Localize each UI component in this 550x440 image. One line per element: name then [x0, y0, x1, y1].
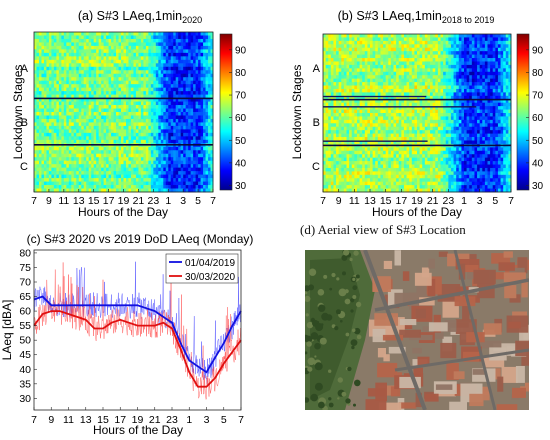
- svg-text:15: 15: [88, 195, 100, 207]
- heatmap-a-cells: [34, 32, 214, 193]
- stage-label-b-a: A: [313, 63, 321, 75]
- colorbar-a: [219, 33, 233, 191]
- svg-text:9: 9: [46, 195, 52, 207]
- legend-label-2019: 01/04/2019: [185, 258, 235, 269]
- svg-text:21: 21: [133, 195, 145, 207]
- svg-text:90: 90: [235, 45, 247, 56]
- svg-text:1: 1: [165, 195, 171, 207]
- svg-text:23: 23: [147, 195, 159, 207]
- heatmap-b-cells: [323, 34, 512, 193]
- line-chart-legend: 01/04/2019 30/03/2020: [165, 253, 239, 284]
- line-chart-xlabel: Hours of the Day: [93, 423, 183, 437]
- svg-text:19: 19: [118, 195, 130, 207]
- colorbar-a-ticks: 30 40 50 60 70 80 90: [229, 45, 247, 192]
- heatmap-a-ylabel: Lockdown Stages: [11, 65, 25, 160]
- svg-text:7: 7: [210, 195, 216, 207]
- heatmap-panel-a: (a) S#3 LAeq,1min2020 7 9 11 13 15 17 19 21 23 1 3…: [11, 9, 247, 219]
- legend-box: [165, 253, 239, 284]
- line-chart-ylabel: LAeq [dBA]: [0, 300, 14, 361]
- colorbar-b: [516, 33, 530, 191]
- stage-label-b-c: C: [312, 161, 320, 173]
- heatmap-b-x-ticks: 7 9 11 13 15 17 19 21 23 1 3 5 7: [320, 189, 514, 207]
- heatmap-b-ylabel: Lockdown Stages: [290, 65, 304, 160]
- panel-c-title: (c) S#3 2020 vs 2019 DoD LAeq (Monday): [27, 232, 254, 246]
- line-chart-panel-c: (c) S#3 2020 vs 2019 DoD LAeq (Monday) 3…: [0, 232, 253, 437]
- legend-label-2020: 30/03/2020: [185, 272, 235, 283]
- svg-text:30: 30: [235, 181, 247, 192]
- line-chart-minute-traces: [33, 261, 242, 401]
- heatmap-b-xlabel: Hours of the Day: [372, 205, 462, 219]
- svg-text:13: 13: [73, 195, 85, 207]
- stage-label-b: B: [21, 117, 28, 129]
- series-line-1: [33, 310, 242, 388]
- heatmap-a-x-ticks: 7 9 11 13 15 17 19 21 23 1 3 5 7: [31, 189, 216, 207]
- svg-text:50: 50: [235, 136, 247, 147]
- panel-b-title: (b) S#3 LAeq,1min2018 to 2019: [338, 9, 495, 25]
- heatmap-a-xlabel: Hours of the Day: [78, 205, 168, 219]
- panel-a-title: (a) S#3 LAeq,1min2020: [78, 9, 202, 25]
- stage-label-b-b: B: [313, 117, 320, 129]
- stage-label-c: C: [20, 161, 28, 173]
- stage-label-a: A: [21, 63, 29, 75]
- svg-text:17: 17: [103, 195, 115, 207]
- svg-text:80: 80: [235, 68, 247, 79]
- aerial-view-image: [305, 250, 529, 410]
- heatmap-panel-b: (b) S#3 LAeq,1min2018 to 2019 7 9 11 13 15 17…: [290, 9, 544, 219]
- svg-text:70: 70: [235, 91, 247, 102]
- aerial-view-title: (d) Aerial view of S#3 Location: [300, 222, 466, 237]
- svg-text:60: 60: [235, 113, 247, 124]
- svg-text:7: 7: [31, 195, 37, 207]
- svg-text:40: 40: [235, 158, 247, 169]
- line-chart-x-ticks: 7 9 11 13 15 17 19 21 23 1 3 5 7: [31, 407, 244, 426]
- svg-text:5: 5: [195, 195, 201, 207]
- svg-text:3: 3: [180, 195, 186, 207]
- svg-text:11: 11: [58, 195, 69, 207]
- series-line-0: [33, 295, 242, 374]
- line-chart-series: [33, 295, 242, 388]
